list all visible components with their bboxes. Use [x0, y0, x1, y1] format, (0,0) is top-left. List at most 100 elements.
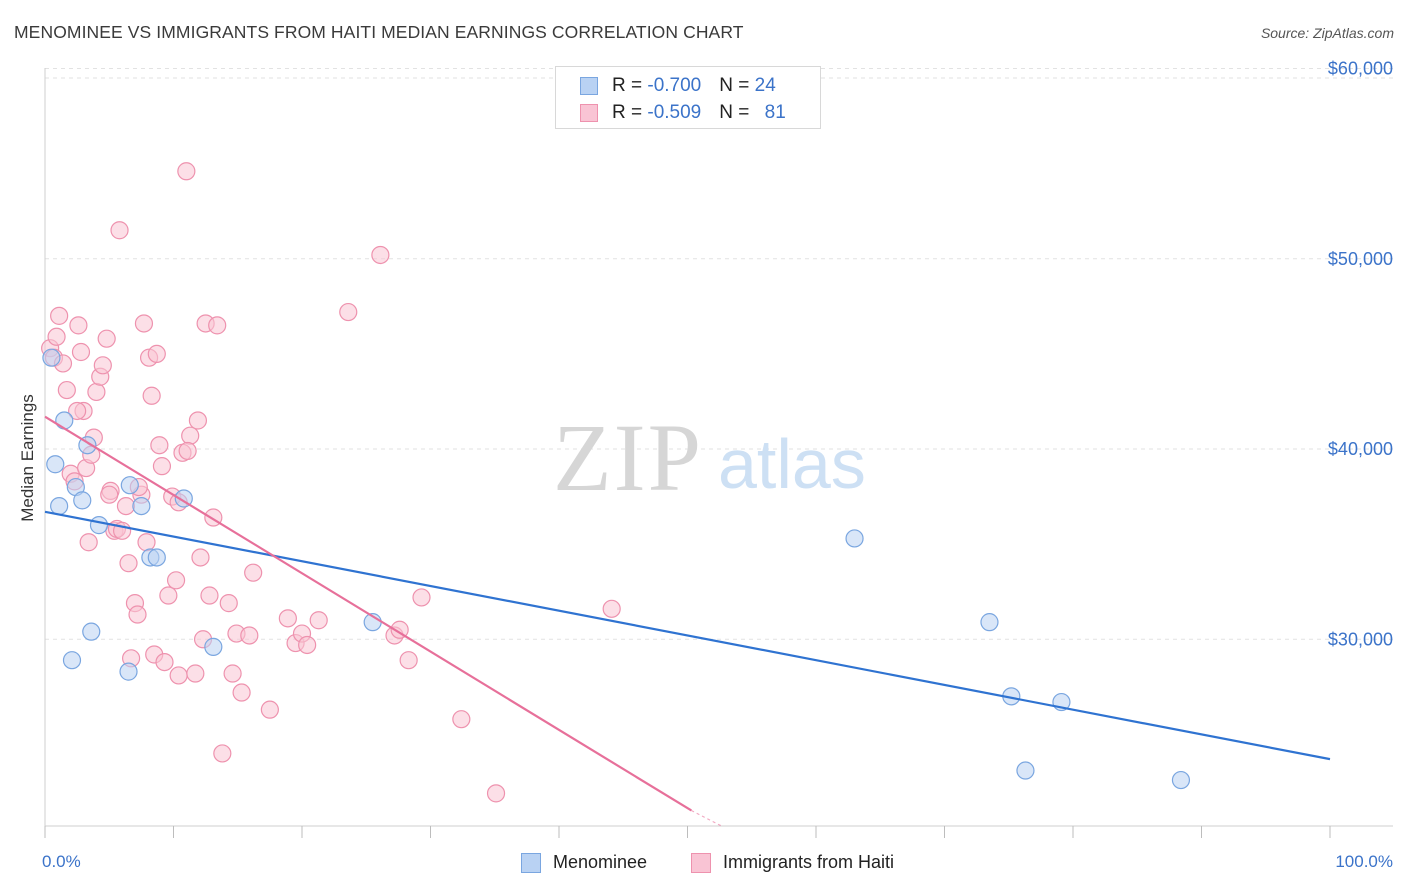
point-menominee: [62, 651, 82, 670]
point-immigrants-from-haiti: [244, 563, 263, 582]
point-immigrants-from-haiti: [602, 599, 621, 618]
point-immigrants-from-haiti: [116, 496, 136, 516]
watermark-atlas: atlas: [718, 425, 866, 503]
point-menominee: [46, 455, 65, 474]
point-immigrants-from-haiti: [155, 652, 174, 672]
point-menominee: [980, 613, 999, 632]
r-label: R =: [612, 102, 648, 123]
point-immigrants-from-haiti: [50, 306, 69, 325]
r-value: -0.509: [647, 102, 702, 123]
point-menominee: [119, 662, 138, 681]
trend-line-haiti: [44, 415, 692, 812]
y-tick-label: $30,000: [1328, 629, 1393, 649]
y-tick-label: $50,000: [1328, 249, 1393, 269]
point-immigrants-from-haiti: [147, 344, 166, 364]
point-immigrants-from-haiti: [178, 441, 197, 461]
n-value: 24: [754, 75, 776, 96]
point-immigrants-from-haiti: [298, 635, 317, 655]
point-immigrants-from-haiti: [110, 221, 129, 240]
point-immigrants-from-haiti: [69, 316, 88, 335]
point-immigrants-from-haiti: [93, 356, 112, 375]
x-tick-label-max: 100.0%: [1335, 852, 1393, 871]
point-immigrants-from-haiti: [128, 605, 147, 624]
point-immigrants-from-haiti: [137, 533, 156, 552]
point-immigrants-from-haiti: [119, 554, 138, 573]
legend-item-menominee[interactable]: Menominee: [521, 852, 647, 873]
legend-swatch-pink: [580, 104, 598, 122]
point-immigrants-from-haiti: [166, 571, 186, 590]
n-label: N =: [719, 102, 755, 123]
point-immigrants-from-haiti: [371, 245, 390, 265]
trend-lines: [44, 415, 1331, 827]
point-immigrants-from-haiti: [150, 436, 169, 455]
legend-swatch-pink: [691, 852, 711, 873]
y-tick-label: $40,000: [1328, 439, 1393, 459]
point-immigrants-from-haiti: [188, 411, 208, 430]
point-immigrants-from-haiti: [87, 382, 106, 402]
point-menominee: [50, 496, 69, 516]
y-tick-label: $60,000: [1328, 59, 1393, 79]
point-immigrants-from-haiti: [68, 401, 87, 421]
trend-line-menominee: [44, 510, 1331, 761]
point-immigrants-from-haiti: [142, 386, 161, 405]
point-menominee: [42, 348, 61, 367]
r-value: -0.700: [647, 75, 702, 96]
point-immigrants-from-haiti: [97, 329, 116, 348]
point-menominee: [1016, 761, 1035, 780]
legend-item-haiti[interactable]: Immigrants from Haiti: [691, 852, 894, 873]
point-immigrants-from-haiti: [452, 710, 471, 729]
point-menominee: [73, 491, 92, 510]
point-immigrants-from-haiti: [200, 586, 219, 605]
point-immigrants-from-haiti: [208, 316, 227, 335]
point-menominee: [132, 496, 151, 516]
grid: [45, 68, 1393, 640]
point-immigrants-from-haiti: [71, 342, 91, 362]
point-menominee: [89, 516, 109, 535]
point-menominee: [147, 548, 166, 567]
point-immigrants-from-haiti: [278, 609, 297, 628]
point-immigrants-from-haiti: [152, 457, 172, 476]
point-immigrants-from-haiti: [191, 548, 210, 567]
axes: [44, 68, 1393, 838]
legend-swatch-blue: [580, 77, 598, 95]
y-tick-labels: $30,000 $40,000 $50,000 $60,000: [1328, 59, 1393, 650]
source-label: Source: ZipAtlas.com: [1260, 25, 1394, 41]
point-immigrants-from-haiti: [486, 784, 506, 803]
chart-title: MENOMINEE VS IMMIGRANTS FROM HAITI MEDIA…: [14, 22, 744, 42]
x-tick-label-min: 0.0%: [42, 852, 81, 871]
legend-label: Menominee: [553, 852, 648, 872]
stats-row-haiti: R = -0.509 N = 81: [580, 100, 786, 126]
series-legend: Menominee Immigrants from Haiti: [0, 852, 1406, 878]
series-menominee: [42, 348, 1191, 790]
point-menominee: [120, 476, 139, 495]
stats-row-menominee: R = -0.700 N = 24: [580, 73, 776, 99]
point-immigrants-from-haiti: [181, 426, 200, 445]
point-immigrants-from-haiti: [186, 664, 205, 683]
point-menominee: [1171, 770, 1191, 790]
point-menominee: [55, 411, 74, 430]
point-immigrants-from-haiti: [339, 302, 358, 322]
point-immigrants-from-haiti: [223, 664, 242, 683]
watermark: ZIP atlas: [553, 404, 866, 511]
point-immigrants-from-haiti: [219, 594, 238, 613]
point-immigrants-from-haiti: [232, 683, 251, 702]
point-immigrants-from-haiti: [159, 586, 178, 605]
point-immigrants-from-haiti: [79, 533, 98, 552]
point-immigrants-from-haiti: [169, 666, 188, 685]
r-label: R =: [612, 75, 648, 96]
point-immigrants-from-haiti: [240, 626, 259, 645]
point-immigrants-from-haiti: [390, 620, 409, 639]
point-immigrants-from-haiti: [399, 651, 418, 670]
trend-line-haiti-extension: [691, 809, 722, 827]
point-immigrants-from-haiti: [412, 588, 431, 607]
point-immigrants-from-haiti: [213, 744, 232, 763]
n-label: N =: [719, 75, 755, 96]
point-immigrants-from-haiti: [57, 380, 76, 400]
point-immigrants-from-haiti: [260, 700, 279, 719]
point-menominee: [82, 622, 101, 641]
legend-label: Immigrants from Haiti: [723, 852, 895, 872]
n-value: 81: [764, 102, 786, 123]
point-immigrants-from-haiti: [47, 327, 66, 346]
legend-swatch-blue: [521, 852, 541, 873]
